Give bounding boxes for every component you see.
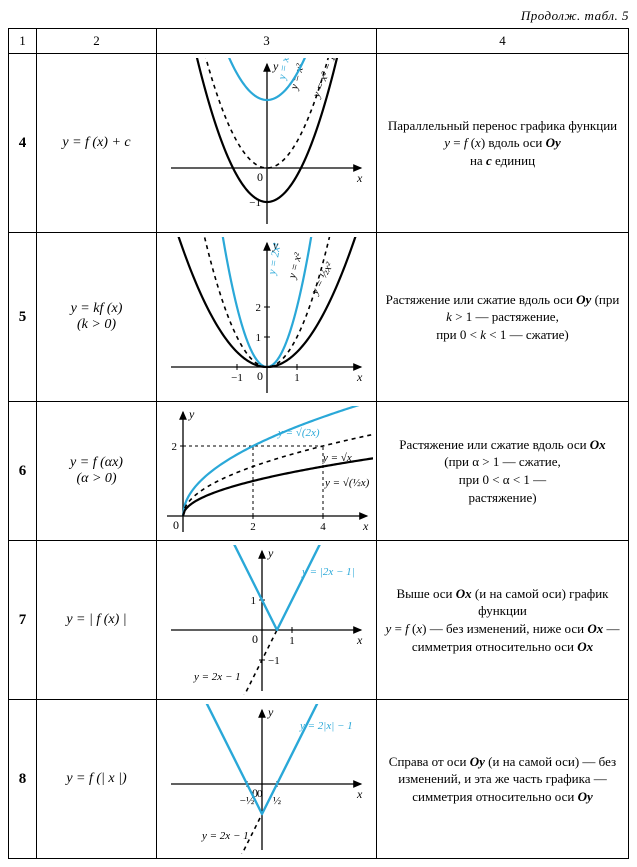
row-formula: y = kf (x)(k > 0) [37, 233, 157, 402]
svg-text:0: 0 [257, 788, 263, 800]
row-formula: y = f (x) + c [37, 54, 157, 233]
svg-text:2: 2 [172, 441, 178, 453]
row-description: Параллельный перенос графика функцииy = … [377, 54, 629, 233]
row-number: 5 [9, 233, 37, 402]
svg-text:y: y [267, 546, 274, 560]
svg-text:y = 2x²: y = 2x² [265, 242, 283, 277]
svg-text:1: 1 [289, 635, 295, 647]
chart-4: xy0−1y = x² − 1y = x²y = x² + 2 [167, 58, 367, 228]
svg-text:y = 2x − 1: y = 2x − 1 [193, 671, 241, 683]
col-header-3: 3 [157, 29, 377, 54]
row-description: Справа от оси Oy (и на самой оси) — без … [377, 700, 629, 859]
row-number: 6 [9, 402, 37, 541]
svg-text:y = 2|x| − 1: y = 2|x| − 1 [299, 720, 353, 732]
col-header-2: 2 [37, 29, 157, 54]
svg-text:½: ½ [272, 795, 280, 807]
row-chart-cell: xy0242y = √(2x)y = √xy = √(½x) [157, 402, 377, 541]
row-number: 4 [9, 54, 37, 233]
svg-text:−1: −1 [268, 655, 280, 667]
chart-5: xy0−1112y = 2x²y = x²y = ½x² [167, 237, 367, 397]
chart-8: xy0−½½y = 2x − 1y = 2|x| − 10 [167, 704, 367, 854]
row-formula: y = f (| x |) [37, 700, 157, 859]
svg-text:y = √(2x): y = √(2x) [277, 427, 320, 439]
chart-6: xy0242y = √(2x)y = √xy = √(½x) [163, 406, 373, 536]
svg-text:y = 2x − 1: y = 2x − 1 [201, 830, 249, 842]
row-chart-cell: x y 0 1 1 −1 y = 2x − 1 y = |2x − 1| [157, 541, 377, 700]
svg-text:y = x² − 1: y = x² − 1 [310, 58, 338, 100]
row-number: 8 [9, 700, 37, 859]
svg-text:y = x²: y = x² [286, 251, 305, 281]
svg-text:y: y [267, 705, 274, 719]
svg-text:y = ½x²: y = ½x² [308, 260, 335, 297]
svg-text:x: x [356, 370, 363, 384]
table-header-row: 1 2 3 4 [9, 29, 629, 54]
svg-text:y: y [188, 407, 195, 421]
table-row: 8y = f (| x |)xy0−½½y = 2x − 1y = 2|x| −… [9, 700, 629, 859]
table-row: 5y = kf (x)(k > 0)xy0−1112y = 2x²y = x²y… [9, 233, 629, 402]
row-chart-cell: xy0−½½y = 2x − 1y = 2|x| − 10 [157, 700, 377, 859]
table-row: 4y = f (x) + cxy0−1y = x² − 1y = x²y = x… [9, 54, 629, 233]
svg-text:2: 2 [250, 521, 256, 533]
continuation-label: Продолж. табл. 5 [8, 8, 629, 24]
row-description: Растяжение или сжатие вдоль оси Ox(при α… [377, 402, 629, 541]
row-formula: y = f (αx)(α > 0) [37, 402, 157, 541]
svg-text:1: 1 [250, 595, 256, 607]
row-chart-cell: xy0−1112y = 2x²y = x²y = ½x² [157, 233, 377, 402]
svg-text:x: x [356, 171, 363, 185]
svg-text:y = x²: y = x² [288, 62, 307, 92]
transforms-table: 1 2 3 4 4y = f (x) + cxy0−1y = x² − 1y =… [8, 28, 629, 859]
row-formula: y = | f (x) | [37, 541, 157, 700]
svg-text:4: 4 [320, 521, 326, 533]
svg-text:−1: −1 [231, 372, 243, 384]
svg-text:1: 1 [294, 372, 300, 384]
svg-text:0: 0 [257, 369, 263, 383]
svg-text:0: 0 [173, 518, 179, 532]
row-number: 7 [9, 541, 37, 700]
svg-text:y = √(½x): y = √(½x) [324, 477, 370, 489]
svg-text:1: 1 [255, 332, 261, 344]
svg-text:0: 0 [252, 632, 258, 646]
table-row: 7y = | f (x) | x y 0 1 1 −1 y = 2x − 1 y = |2x −… [9, 541, 629, 700]
col-header-4: 4 [377, 29, 629, 54]
svg-text:y = |2x − 1|: y = |2x − 1| [301, 566, 355, 578]
svg-text:0: 0 [257, 170, 263, 184]
row-chart-cell: xy0−1y = x² − 1y = x²y = x² + 2 [157, 54, 377, 233]
col-header-1: 1 [9, 29, 37, 54]
chart-7: x y 0 1 1 −1 y = 2x − 1 y = |2x − 1| [167, 545, 367, 695]
svg-text:2: 2 [255, 302, 261, 314]
svg-text:x: x [362, 519, 369, 533]
row-description: Растяжение или сжатие вдоль оси Oy (при … [377, 233, 629, 402]
svg-text:x: x [356, 787, 363, 801]
svg-text:x: x [356, 633, 363, 647]
table-row: 6y = f (αx)(α > 0)xy0242y = √(2x)y = √xy… [9, 402, 629, 541]
row-description: Выше оси Ox (и на самой оси) график функ… [377, 541, 629, 700]
